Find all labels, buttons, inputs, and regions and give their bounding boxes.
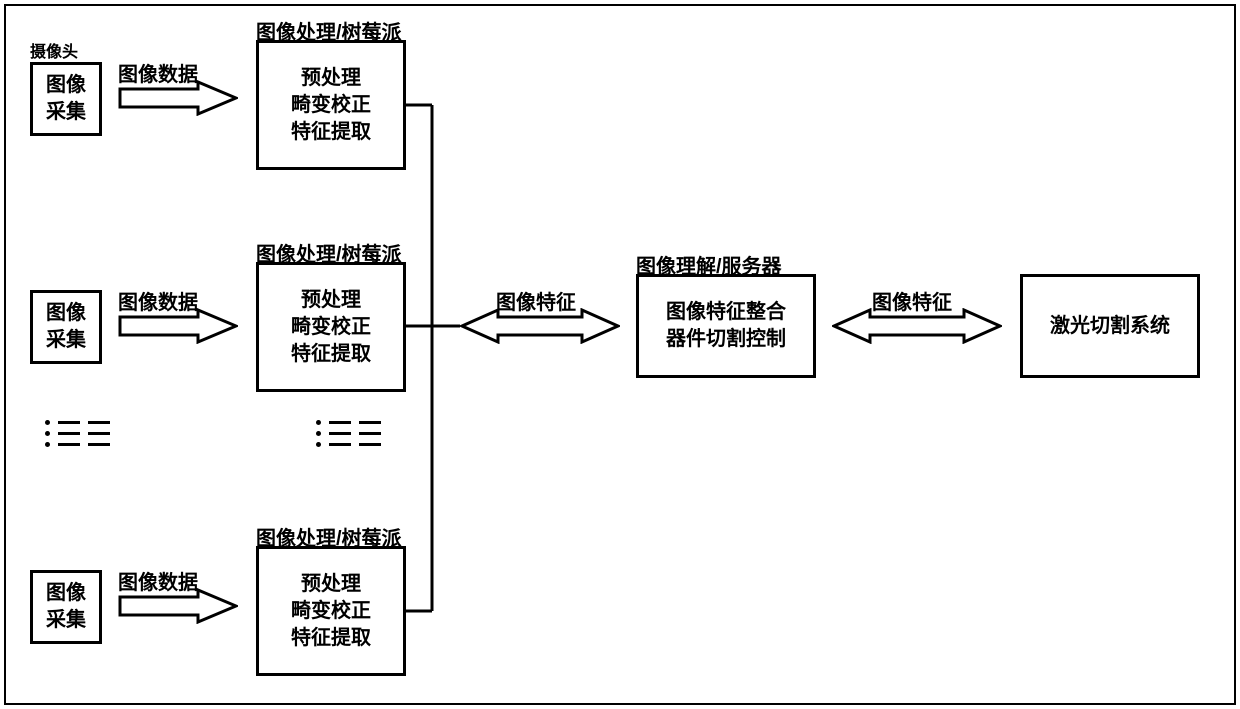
ellipsis-left	[45, 420, 110, 447]
double-arrow-1-icon	[460, 308, 620, 344]
double-arrow-2-icon	[832, 308, 1002, 344]
ellipsis-right	[316, 420, 381, 447]
connector-lines	[0, 0, 1240, 709]
